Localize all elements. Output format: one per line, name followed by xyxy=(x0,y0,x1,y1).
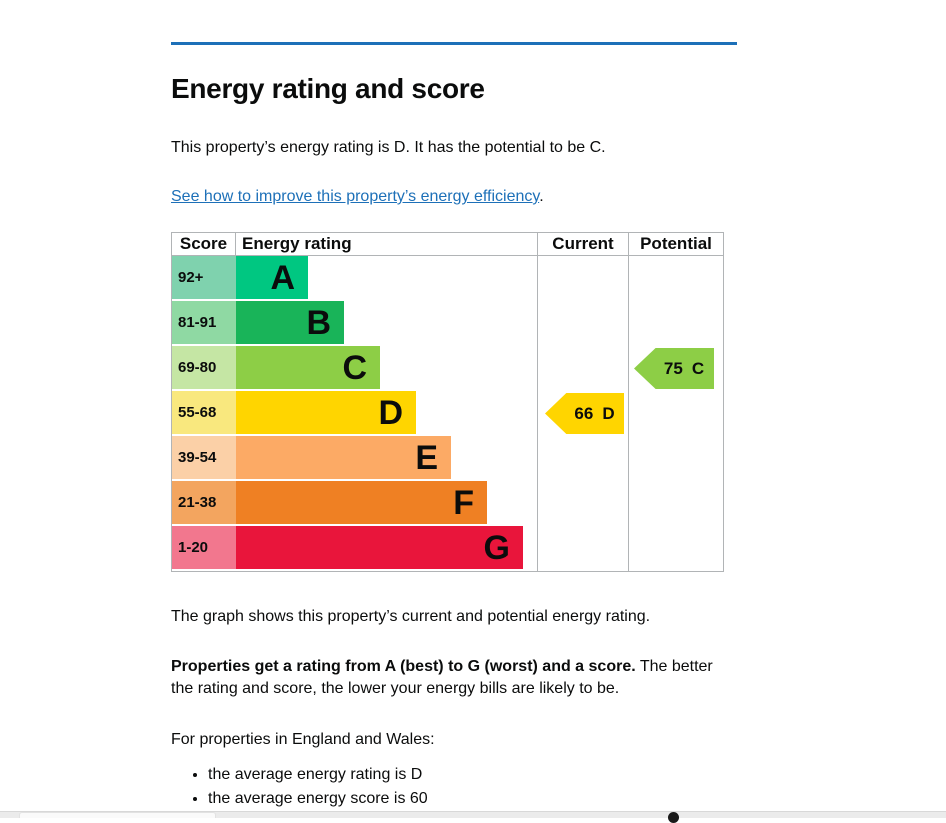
improve-efficiency-link[interactable]: See how to improve this property’s energ… xyxy=(171,188,540,205)
epc-band-rows: 92+ A 81-91 B 69-80 C 55-68 D 39-54 E 21-38 F 1-20 G xyxy=(172,256,723,571)
band-bar-b: B xyxy=(236,301,344,344)
taskbar-strip xyxy=(0,811,946,823)
band-area-d: D xyxy=(236,391,538,436)
band-bar-d: D xyxy=(236,391,416,434)
rating-explanation-bold: Properties get a rating from A (best) to… xyxy=(171,658,636,675)
band-area-g: G xyxy=(236,526,538,571)
band-area-e: E xyxy=(236,436,538,481)
column-header-energy-rating: Energy rating xyxy=(236,233,538,255)
band-score-range-e: 39-54 xyxy=(172,436,236,479)
band-area-a: A xyxy=(236,256,538,301)
band-row-a: 92+ A xyxy=(172,256,723,301)
current-score-value: 66 xyxy=(574,403,594,423)
graph-caption: The graph shows this property’s current … xyxy=(171,608,651,625)
section-divider-rule xyxy=(171,42,737,45)
band-score-range-b: 81-91 xyxy=(172,301,236,344)
improve-link-suffix: . xyxy=(539,188,544,205)
epc-table-body: 92+ A 81-91 B 69-80 C 55-68 D 39-54 E 21-38 F 1-20 G … xyxy=(172,256,723,571)
band-score-range-c: 69-80 xyxy=(172,346,236,389)
energy-rating-table: Score Energy rating Current Potential 92… xyxy=(171,232,724,572)
band-bar-a: A xyxy=(236,256,308,299)
rating-summary-text: This property’s energy rating is D. It h… xyxy=(171,139,606,156)
main-content: Energy rating and score This property’s … xyxy=(171,0,737,810)
potential-rating-letter: C xyxy=(691,358,705,378)
band-row-b: 81-91 B xyxy=(172,301,723,346)
rating-explanation-rest: The better the rating and score, the low… xyxy=(171,658,713,697)
band-score-range-f: 21-38 xyxy=(172,481,236,524)
column-header-score: Score xyxy=(172,233,236,255)
band-score-range-a: 92+ xyxy=(172,256,236,299)
band-row-g: 1-20 G xyxy=(172,526,723,571)
improve-link-line: See how to improve this property’s energ… xyxy=(171,186,737,207)
band-row-e: 39-54 E xyxy=(172,436,723,481)
potential-column-divider xyxy=(628,256,629,571)
table-header-row: Score Energy rating Current Potential xyxy=(172,233,723,256)
band-area-c: C xyxy=(236,346,538,391)
band-row-d: 55-68 D xyxy=(172,391,723,436)
band-row-f: 21-38 F xyxy=(172,481,723,526)
region-facts-list: the average energy rating is D the avera… xyxy=(171,763,737,810)
potential-score-value: 75 xyxy=(663,358,683,378)
current-rating-letter: D xyxy=(602,403,615,423)
band-bar-e: E xyxy=(236,436,451,479)
band-row-c: 69-80 C xyxy=(172,346,723,391)
band-score-range-g: 1-20 xyxy=(172,526,236,569)
region-heading: For properties in England and Wales: xyxy=(171,731,435,748)
column-header-current: Current xyxy=(538,233,629,255)
current-column-divider xyxy=(537,256,538,571)
column-header-potential: Potential xyxy=(640,234,712,253)
band-area-f: F xyxy=(236,481,538,526)
band-score-range-d: 55-68 xyxy=(172,391,236,434)
band-bar-c: C xyxy=(236,346,380,389)
taskbar-item[interactable] xyxy=(19,812,216,818)
page-title: Energy rating and score xyxy=(171,73,485,104)
band-bar-g: G xyxy=(236,526,523,569)
band-bar-f: F xyxy=(236,481,487,524)
rating-explanation: Properties get a rating from A (best) to… xyxy=(171,656,737,700)
list-item-average-score: the average energy score is 60 xyxy=(208,787,737,811)
band-area-b: B xyxy=(236,301,538,346)
list-item-average-rating: the average energy rating is D xyxy=(208,763,737,787)
